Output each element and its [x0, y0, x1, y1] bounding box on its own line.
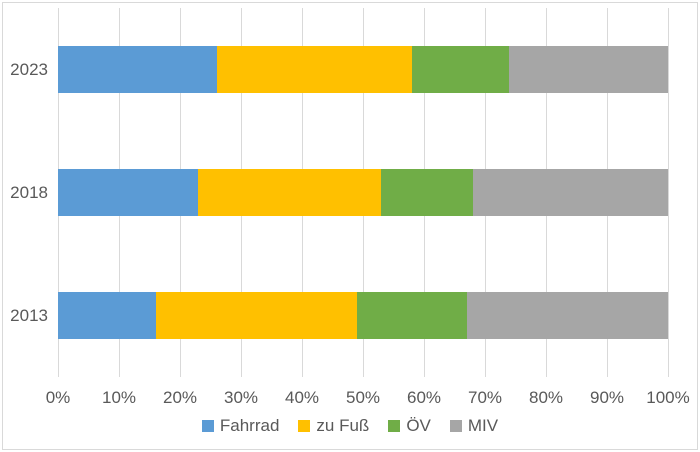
x-tick-label: 20%: [162, 388, 198, 407]
legend-swatch-icon: [388, 420, 401, 432]
legend-label: ÖV: [406, 416, 431, 435]
x-tick-label: 90%: [589, 388, 625, 407]
bar-row-2023: [58, 46, 668, 93]
legend-swatch-icon: [201, 420, 214, 432]
bar-row-2018: [58, 169, 668, 216]
legend-item-Fahrrad: Fahrrad: [201, 416, 280, 436]
x-tick-label: 10%: [101, 388, 137, 407]
x-tick-label: 60%: [406, 388, 442, 407]
legend-item-MIV: MIV: [449, 416, 499, 436]
legend-label: Fahrrad: [219, 416, 280, 435]
x-tick-label: 0%: [45, 388, 71, 407]
bar-row-2013: [58, 292, 668, 339]
bar-segment-MIV: [466, 292, 668, 339]
bar-segment-Fahrrad: [58, 46, 217, 93]
bar-segment-MIV: [509, 46, 668, 93]
x-tick-label: 100%: [646, 388, 690, 407]
legend-item-zu Fuß: zu Fuß: [298, 416, 369, 436]
bar-segment-Fahrrad: [58, 292, 156, 339]
category-label: 2018: [10, 183, 48, 202]
x-tick-label: 70%: [467, 388, 503, 407]
bar-segment-Fahrrad: [58, 169, 199, 216]
bar-segment-ÖV: [381, 169, 473, 216]
plot-area: [58, 8, 669, 377]
category-label: 2023: [10, 60, 48, 79]
gridline: [668, 8, 669, 377]
bar-segment-ÖV: [411, 46, 510, 93]
bar-segment-zu Fuß: [216, 46, 412, 93]
x-tick-label: 80%: [528, 388, 564, 407]
category-label: 2013: [10, 306, 48, 325]
x-tick-label: 50%: [345, 388, 381, 407]
legend-label: zu Fuß: [316, 416, 370, 435]
bar-segment-MIV: [472, 169, 668, 216]
x-tick-label: 40%: [284, 388, 320, 407]
bar-segment-zu Fuß: [155, 292, 357, 339]
x-tick-label: 30%: [223, 388, 259, 407]
legend-swatch-icon: [449, 420, 462, 432]
bar-segment-zu Fuß: [198, 169, 382, 216]
legend: Fahrrad zu Fuß ÖV MIV: [0, 416, 700, 436]
legend-swatch-icon: [298, 420, 311, 432]
legend-item-ÖV: ÖV: [388, 416, 431, 436]
legend-label: MIV: [467, 416, 499, 435]
bar-segment-ÖV: [356, 292, 467, 339]
